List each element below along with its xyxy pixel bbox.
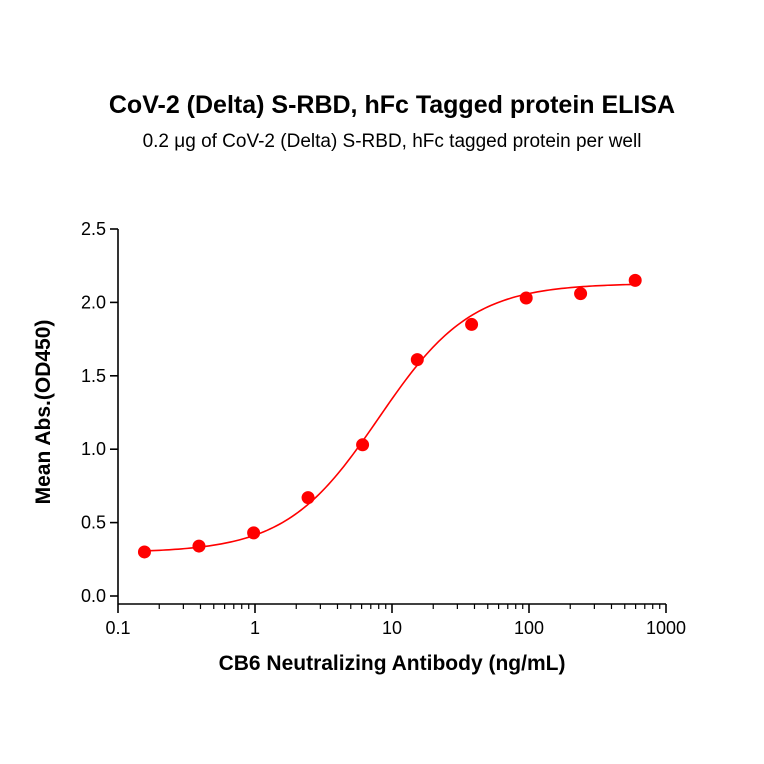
y-axis-label: Mean Abs.(OD450): [32, 320, 55, 505]
y-tick-label: 2.5: [81, 219, 106, 239]
data-point: [301, 491, 315, 505]
data-point: [356, 438, 370, 452]
chart-subtitle: 0.2 μg of CoV-2 (Delta) S-RBD, hFc tagge…: [143, 131, 642, 152]
data-point: [410, 353, 424, 367]
y-tick-label: 2.0: [81, 292, 106, 312]
data-points: [137, 273, 642, 559]
x-ticks: 0.1 1 10 100 1000: [105, 604, 686, 638]
data-point: [574, 287, 588, 301]
fit-curve: [144, 283, 636, 552]
y-ticks: 0.0 0.5 1.0 1.5 2.0 2.5: [81, 219, 118, 606]
data-point: [628, 273, 642, 287]
y-tick-label: 1.0: [81, 439, 106, 459]
x-tick-label: 100: [514, 618, 544, 638]
data-point: [137, 545, 151, 559]
data-point: [192, 539, 206, 553]
y-tick-label: 0.5: [81, 513, 106, 533]
x-tick-label: 10: [382, 618, 402, 638]
data-point: [247, 526, 261, 540]
x-tick-label: 0.1: [105, 618, 130, 638]
data-point: [465, 317, 479, 331]
y-tick-label: 1.5: [81, 366, 106, 386]
x-tick-label: 1000: [646, 618, 686, 638]
data-point: [519, 291, 533, 305]
x-tick-label: 1: [250, 618, 260, 638]
y-tick-label: 0.0: [81, 586, 106, 606]
chart-title: CoV-2 (Delta) S-RBD, hFc Tagged protein …: [109, 91, 675, 119]
x-axis-label: CB6 Neutralizing Antibody (ng/mL): [219, 652, 566, 675]
